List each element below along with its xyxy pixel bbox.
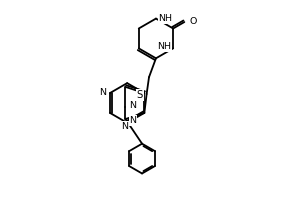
Text: N: N — [129, 116, 137, 125]
Text: S: S — [137, 90, 143, 100]
Text: NH: NH — [158, 14, 172, 23]
Text: N: N — [99, 88, 106, 97]
Text: NH: NH — [157, 42, 171, 51]
Text: N: N — [129, 101, 137, 110]
Text: O: O — [190, 17, 197, 26]
Text: N: N — [121, 122, 128, 131]
